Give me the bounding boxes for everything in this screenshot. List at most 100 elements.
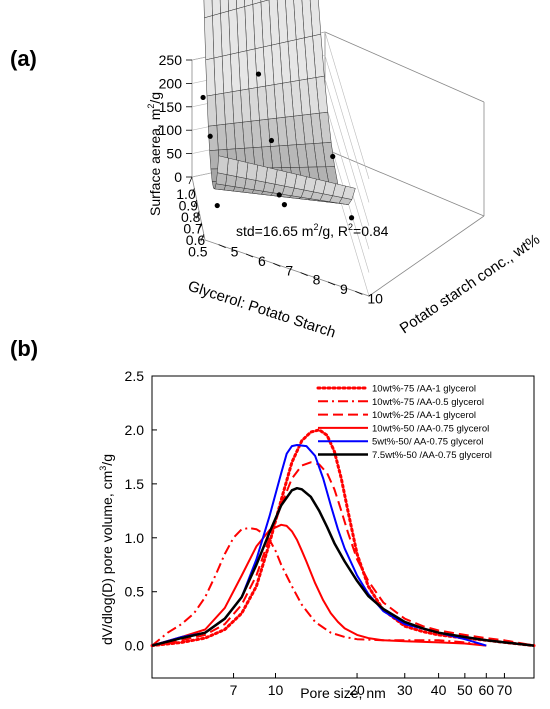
surface-cell: [203, 0, 213, 19]
legend-entry: 5wt%-50/ AA-0.75 glycerol: [372, 437, 483, 448]
z-tick-label: 250: [159, 52, 183, 68]
legend-entry: 10wt%-75 /AA-1 glycerol: [372, 384, 476, 395]
legend-entry: 10wt%-75 /AA-0.5 glycerol: [372, 397, 484, 408]
surface-data-point: [348, 215, 355, 221]
surface-data-point: [268, 137, 275, 144]
surface-cell: [226, 157, 239, 177]
z-tick-label: 200: [159, 75, 183, 91]
series-line: [150, 428, 536, 648]
y-tick-label: 6: [258, 253, 266, 269]
surface-data-point: [214, 202, 220, 209]
x-tick-label: 30: [397, 682, 413, 698]
surface-cell: [236, 160, 249, 179]
y-tick-mark: [273, 262, 281, 267]
surface-cell: [215, 92, 226, 126]
side-wall-gridline: [324, 78, 370, 226]
x-tick-label: 0.8: [181, 209, 201, 225]
z-tick-label: 50: [166, 146, 182, 162]
side-wall-gridline: [324, 31, 370, 180]
x-tick-label: 60: [479, 682, 495, 698]
x-tick-label: 0.9: [179, 197, 199, 213]
surface-data-point: [207, 133, 213, 139]
z-tick-label: 0: [174, 169, 182, 185]
series-line: [151, 444, 487, 647]
surface-cell: [204, 15, 215, 61]
x-tick-label: 0.7: [183, 220, 203, 236]
y-tick-mark: [245, 253, 254, 258]
panel-b-y-label: dV/dlog(D) pore volume, cm3/g: [98, 454, 115, 645]
series-line: [151, 523, 487, 647]
legend-entry: 10wt%-50 /AA-0.75 glycerol: [372, 423, 489, 434]
plot-area-frame: [151, 375, 535, 679]
x-tick-label: 0.5: [188, 243, 208, 259]
z-tick-label: 150: [159, 99, 183, 115]
surface-cell: [245, 162, 258, 181]
panel-a-x-ticks: 1.00.90.80.70.60.5: [176, 176, 208, 259]
panel-a-label: (a): [10, 46, 37, 71]
surface-data-point: [330, 153, 336, 160]
side-wall-top-edge: [324, 31, 485, 103]
series-line: [151, 527, 487, 647]
x-tick-label: 1.0: [176, 186, 196, 202]
legend: 10wt%-75 /AA-1 glycerol 10wt%-75 /AA-0.5 …: [316, 384, 492, 461]
x-tick-mark: [200, 234, 205, 242]
y-tick-label: 2.0: [125, 422, 145, 438]
series-line: [151, 486, 535, 647]
surface-data-point: [281, 202, 288, 208]
surface-cell: [217, 155, 229, 175]
panel-b-x-label: Pore size, nm: [300, 685, 386, 701]
panel-a-annotation: std=16.65 m2/g, R2=0.84: [236, 222, 389, 239]
x-tick-mark: [198, 222, 202, 230]
y-tick-mark: [355, 290, 363, 295]
y-tick-label: 0.5: [125, 584, 145, 600]
x-tick-label: 10: [268, 682, 284, 698]
x-tick-mark: [193, 199, 198, 208]
panel-a-surface-mesh: [203, 0, 356, 205]
floor-front-edge: [191, 176, 206, 241]
side-wall-gridline: [324, 102, 370, 250]
panel-b-line-chart: (b) 0.0 0.5 1.0 1.5 2.0 2.5 7 10 20 30 40 50 60 70 1…: [10, 336, 536, 701]
panel-a-y-ticks: 5 6 7 8 9 10: [218, 244, 383, 306]
panel-a-y-label: Potato starch conc., wt%: [397, 231, 543, 337]
x-tick-label: 20: [349, 682, 365, 698]
side-wall-bottom-edge: [324, 148, 485, 217]
y-tick-label: 1.5: [125, 476, 145, 492]
surface-cell: [215, 172, 228, 186]
x-tick-mark: [190, 188, 195, 196]
panel-b-x-ticks: 7 10 20 30 40 50 60 70: [230, 673, 512, 698]
series-line: [151, 461, 535, 647]
surface-cell: [213, 55, 224, 95]
panel-a-data-points: [200, 71, 355, 221]
y-tick-label: 2.5: [125, 368, 145, 384]
y-tick-label: 9: [340, 281, 348, 297]
y-tick-label: 5: [231, 244, 239, 260]
y-tick-label: 0.0: [125, 638, 145, 654]
x-tick-mark: [195, 211, 200, 219]
panel-b-series: [150, 428, 536, 648]
x-tick-label: 7: [230, 682, 238, 698]
surface-cell: [205, 57, 216, 97]
y-tick-label: 7: [285, 262, 293, 278]
z-tick-label: 100: [159, 122, 183, 138]
y-tick-label: 8: [313, 272, 321, 288]
y-tick-label: 10: [367, 290, 383, 306]
legend-entry: 10wt%-25 /AA-1 glycerol: [372, 410, 476, 421]
surface-data-point: [200, 94, 206, 101]
y-tick-mark: [218, 244, 226, 249]
y-tick-mark: [327, 281, 336, 286]
surface-cell: [216, 123, 228, 151]
legend-entry: 7.5wt%-50 /AA-0.75 glycerol: [372, 450, 492, 461]
x-tick-label: 40: [431, 682, 447, 698]
surface-data-point: [276, 192, 282, 198]
surface-cell: [206, 94, 218, 127]
y-tick-label: 1.0: [125, 530, 145, 546]
x-tick-label: 50: [457, 682, 473, 698]
panel-b-label: (b): [10, 336, 38, 361]
panel-a-surface-plot: (a) 0 50 100 150 200 250 1.00.90.80.70.60.5 5…: [10, 0, 543, 341]
surface-data-point: [255, 71, 262, 77]
x-tick-label: 0.6: [186, 232, 206, 248]
panel-a-z-label: Surface aerea, m2/g: [146, 92, 163, 216]
side-wall-gridline: [324, 55, 370, 203]
panel-a-z-ticks: 0 50 100 150 200 250: [159, 52, 192, 185]
